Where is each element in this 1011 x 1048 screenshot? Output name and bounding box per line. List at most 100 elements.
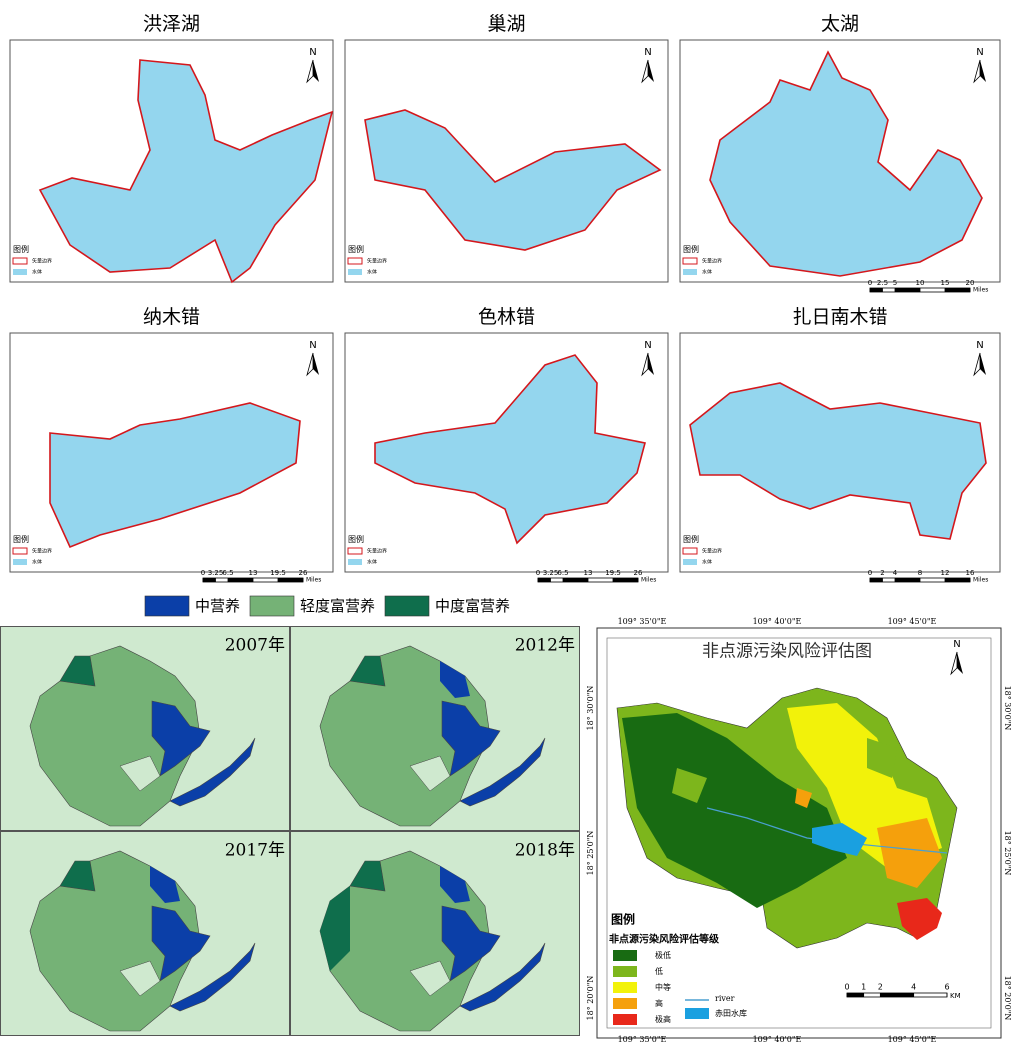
scale-fill	[870, 288, 883, 292]
panel-title: 洪泽湖	[143, 13, 200, 35]
legend-title: 图例	[611, 912, 635, 927]
north-arrow	[641, 59, 649, 84]
lake-water	[49, 402, 301, 549]
lat-label: 18° 20'0"N	[1003, 976, 1011, 1021]
scale-label: 2	[878, 983, 883, 992]
lat-label: 18° 30'0"N	[1003, 686, 1011, 731]
legend-swatch	[682, 547, 698, 555]
lake-island	[119, 755, 161, 792]
north-label: N	[976, 47, 983, 58]
scale-label: 6	[944, 983, 949, 992]
panel-title: 巢湖	[487, 13, 525, 35]
north-arrow	[648, 353, 654, 375]
scale-fill	[563, 578, 588, 582]
scale-label: 20	[966, 279, 975, 287]
scale-fill	[945, 288, 970, 292]
lat-label: 18° 30'0"N	[586, 686, 595, 731]
risk-zone	[622, 713, 847, 908]
north-label: N	[976, 340, 983, 351]
scale-label: 13	[584, 569, 593, 577]
risk-zone	[672, 738, 897, 803]
legend-label: 轻度富营养	[300, 597, 375, 615]
legend-item: 矢量边界	[367, 548, 387, 555]
legend-item: 矢量边界	[367, 258, 387, 265]
north-arrow	[306, 59, 314, 84]
legend-swatch	[685, 1008, 709, 1019]
north-arrow	[957, 652, 963, 674]
legend-label: 中等	[655, 982, 671, 992]
legend-swatch	[613, 966, 637, 977]
lake-water	[38, 59, 334, 284]
lake-zone	[320, 886, 350, 971]
year-label: 2012年	[515, 636, 575, 656]
north-arrow	[973, 59, 981, 84]
north-label: N	[644, 340, 651, 351]
year-label: 2017年	[225, 841, 285, 861]
scale-label: 8	[918, 569, 922, 577]
scale-unit: KM	[950, 992, 961, 1000]
scale-label: 3.25	[543, 569, 559, 577]
legend-swatch	[613, 982, 637, 993]
north-arrow	[641, 352, 649, 377]
scale-label: 0	[868, 279, 872, 287]
lake-zone	[59, 860, 96, 892]
scale-label: 2	[880, 569, 884, 577]
lon-label: 109° 45'0"E	[888, 617, 937, 626]
legend-item: 矢量边界	[702, 548, 722, 555]
scale-unit: Miles	[973, 577, 988, 584]
lake-island	[409, 755, 451, 792]
north-label: N	[644, 47, 651, 58]
legend-subtitle: 非点源污染风险评估等级	[609, 933, 720, 946]
year-label: 2018年	[515, 841, 575, 861]
north-arrow	[980, 60, 986, 82]
map-title: 非点源污染风险评估图	[702, 642, 872, 662]
scale-label: 4	[893, 569, 898, 577]
scale-fill	[847, 993, 864, 997]
year-label: 2007年	[225, 636, 285, 656]
legend-swatch	[13, 269, 27, 275]
north-arrow	[950, 651, 958, 676]
lake-zone	[151, 905, 256, 1012]
scale-label: 26	[299, 569, 308, 577]
scale-label: 26	[634, 569, 643, 577]
lat-label: 18° 25'0"N	[586, 831, 595, 876]
legend-swatch	[347, 257, 363, 265]
north-arrow	[313, 353, 319, 375]
lake-zone	[441, 700, 546, 807]
scale-label: 19.5	[605, 569, 621, 577]
legend-swatch	[683, 269, 697, 275]
lake-water	[364, 109, 662, 251]
lake-zone	[440, 661, 470, 698]
scale-fill	[228, 578, 253, 582]
legend-label: 极高	[655, 1014, 671, 1024]
legend-item: 矢量边界	[32, 258, 52, 265]
legend-label: river	[715, 994, 735, 1003]
legend-item: 水体	[367, 559, 377, 566]
legend-item: 水体	[32, 559, 42, 566]
scale-fill	[278, 578, 303, 582]
scale-fill	[870, 578, 883, 582]
lat-label: 18° 25'0"N	[1003, 831, 1011, 876]
legend-swatch	[249, 595, 295, 617]
scale-fill	[203, 578, 216, 582]
legend-swatch	[348, 559, 362, 565]
scale-label: 12	[941, 569, 950, 577]
legend-title: 图例	[13, 244, 29, 254]
lake-water	[689, 382, 987, 540]
legend-item: 水体	[702, 559, 712, 566]
north-arrow	[306, 352, 314, 377]
scale-label: 5	[893, 279, 897, 287]
scale-label: 6.5	[557, 569, 568, 577]
legend-swatch	[347, 547, 363, 555]
scale-label: 0	[868, 569, 872, 577]
scale-label: 2.5	[877, 279, 888, 287]
lake-zone	[150, 866, 180, 903]
scale-fill	[895, 578, 920, 582]
lake-water	[709, 50, 983, 277]
panel-title: 扎日南木错	[792, 306, 887, 328]
lon-label: 109° 35'0"E	[618, 617, 667, 626]
legend-label: 赤田水库	[715, 1008, 747, 1018]
legend-label: 低	[655, 966, 663, 976]
north-label: N	[309, 47, 316, 58]
